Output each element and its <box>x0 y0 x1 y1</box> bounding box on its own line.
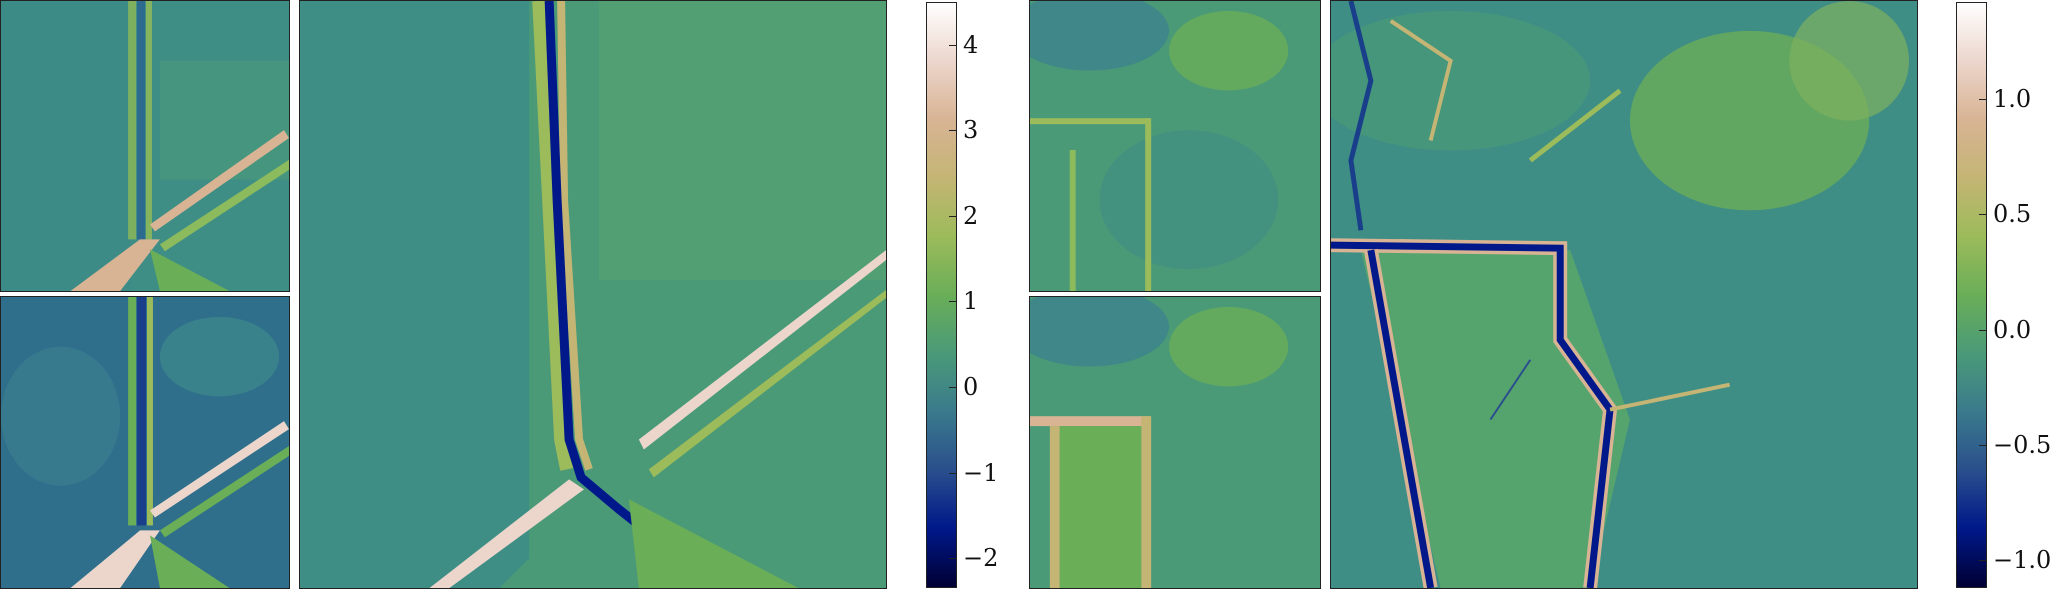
colorbar-left-tick-label: 1 <box>963 287 979 315</box>
colorbar-left-tick-label: 0 <box>963 373 979 401</box>
crop-top-right <box>1029 0 1321 292</box>
crop-top-left <box>0 0 290 292</box>
colorbar-left-tick <box>949 216 957 217</box>
colorbar-right-tick <box>1979 560 1987 561</box>
colorbar-left-tick-label: −2 <box>963 544 999 572</box>
colorbar-left-tick <box>949 558 957 559</box>
crop-bottom-left <box>0 296 290 589</box>
colorbar-right-tick-label: 0.5 <box>1993 200 2032 228</box>
colorbar-left-tick <box>949 387 957 388</box>
colorbar-left-tick <box>949 301 957 302</box>
colorbar-right-tick <box>1979 445 1987 446</box>
colorbar-left-tick-label: −1 <box>963 459 999 487</box>
colorbar-right-tick-label: −1.0 <box>1993 546 2052 574</box>
colorbar-right <box>1956 2 1987 588</box>
colorbar-left <box>926 2 957 588</box>
crop-bottom-right <box>1029 296 1321 589</box>
colorbar-right-tick-label: −0.5 <box>1993 431 2052 459</box>
colorbar-left-tick-label: 3 <box>963 116 979 144</box>
colorbar-left-tick-label: 4 <box>963 31 979 59</box>
colorbar-left-tick <box>949 473 957 474</box>
colorbar-right-tick <box>1979 99 1987 100</box>
colorbar-right-tick <box>1979 214 1987 215</box>
colorbar-right-tick <box>1979 330 1987 331</box>
colorbar-right-tick-label: 0.0 <box>1993 316 2032 344</box>
map-large-left <box>299 0 887 589</box>
colorbar-right-tick-label: 1.0 <box>1993 85 2032 113</box>
colorbar-left-tick-label: 2 <box>963 202 979 230</box>
map-large-right <box>1330 0 1918 589</box>
colorbar-left-tick <box>949 130 957 131</box>
colorbar-left-tick <box>949 45 957 46</box>
